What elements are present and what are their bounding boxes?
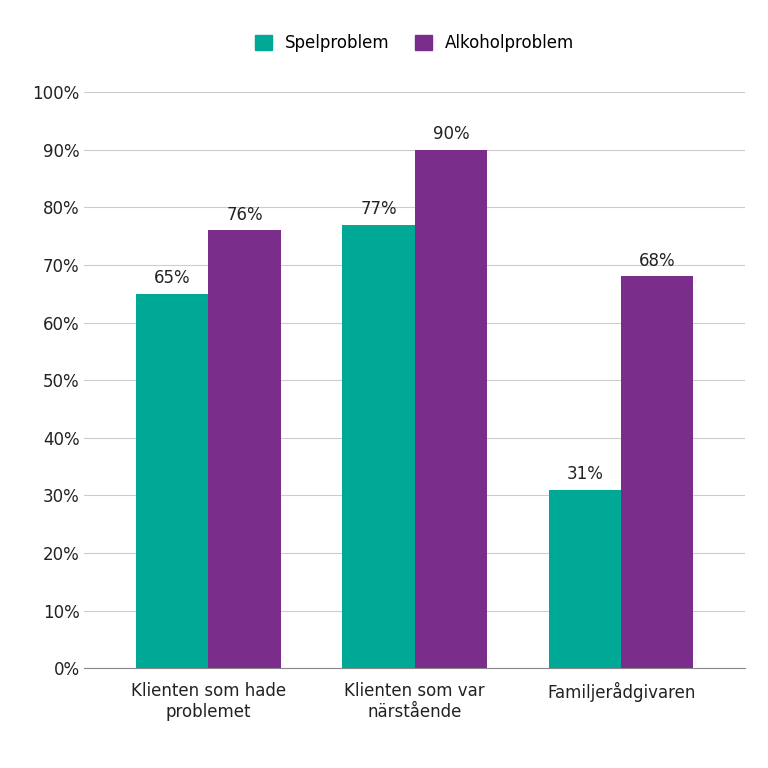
Bar (621, 276, 694, 668)
Text: 31%: 31% (567, 465, 604, 483)
Text: 77%: 77% (360, 200, 397, 218)
Text: 65%: 65% (154, 270, 190, 287)
Legend: Spelproblem, Alkoholproblem: Spelproblem, Alkoholproblem (247, 25, 582, 60)
Text: 76%: 76% (226, 206, 263, 224)
Bar (415, 150, 487, 668)
Bar (549, 490, 621, 668)
Bar (343, 224, 415, 668)
Text: 90%: 90% (432, 125, 469, 144)
Text: 68%: 68% (639, 252, 676, 270)
Bar (208, 230, 280, 668)
Bar (136, 294, 208, 668)
